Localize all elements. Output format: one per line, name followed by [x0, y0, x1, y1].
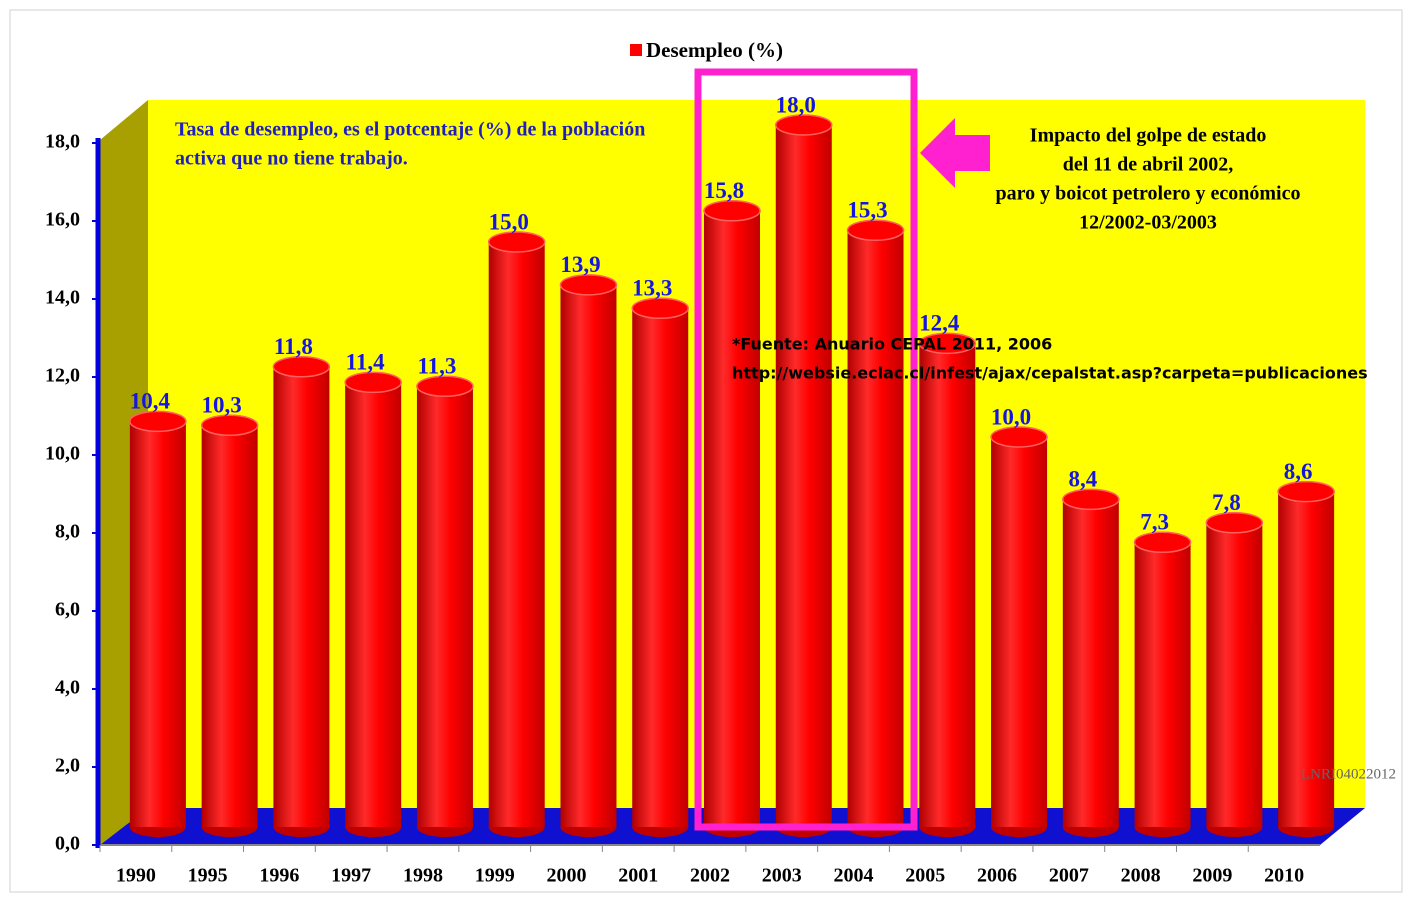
bar-top [703, 200, 761, 222]
impact-note: Impacto del golpe de estado [1030, 125, 1267, 147]
y-tick-label: 4,0 [55, 677, 80, 699]
legend-label: Desempleo (%) [646, 38, 783, 62]
signature: LNRI04022012 [1301, 766, 1396, 782]
x-tick-label: 1996 [259, 865, 299, 887]
value-label: 12,4 [919, 311, 960, 336]
bar-top [416, 375, 474, 398]
x-tick-label: 2009 [1192, 865, 1232, 887]
value-label: 8,4 [1068, 467, 1097, 492]
y-tick-label: 18,0 [45, 131, 80, 153]
impact-note: paro y boicot petrolero y económico [996, 183, 1301, 205]
x-tick-label: 2003 [762, 865, 802, 887]
value-label: 15,8 [704, 178, 744, 203]
bar [775, 125, 832, 827]
value-label: 7,3 [1140, 510, 1169, 535]
bar-top [200, 414, 259, 437]
bar [632, 308, 689, 827]
y-tick-label: 16,0 [45, 209, 80, 231]
x-tick-label: 2010 [1264, 865, 1304, 887]
impact-note: del 11 de abril 2002, [1063, 154, 1234, 176]
source-note: *Fuente: Anuario CEPAL 2011, 2006 [732, 335, 1052, 354]
bar-top [559, 274, 618, 296]
highlight-box [694, 68, 918, 831]
x-tick-label: 1995 [188, 865, 228, 887]
y-tick-label: 8,0 [55, 521, 80, 543]
bar-top [846, 219, 905, 242]
source-note: http://websie.eclac.cl/infest/ajax/cepal… [732, 364, 1368, 383]
x-tick-label: 2000 [546, 865, 586, 887]
bar [129, 421, 186, 827]
bar-top [775, 114, 833, 136]
value-label: 11,3 [417, 354, 456, 379]
value-label: 13,9 [560, 252, 600, 277]
bar-top [1205, 512, 1264, 534]
bar [991, 437, 1048, 827]
bar-top [631, 297, 689, 320]
arrow [920, 118, 990, 188]
value-label: 7,8 [1212, 490, 1241, 515]
value-label: 11,8 [274, 334, 313, 359]
x-tick-label: 2006 [977, 865, 1017, 887]
bar [919, 343, 976, 827]
description: Tasa de desempleo, es el potcentaje (%) … [175, 119, 645, 141]
bar-top [918, 332, 977, 355]
bar [201, 425, 258, 827]
bar [416, 386, 473, 827]
x-tick-label: 2007 [1049, 865, 1089, 887]
y-tick-label: 0,0 [55, 833, 80, 855]
x-tick-label: 1990 [116, 865, 156, 887]
value-label: 18,0 [776, 92, 816, 117]
bar-top [272, 356, 331, 378]
value-label: 11,4 [346, 350, 385, 375]
bar-top [487, 231, 546, 253]
bar [1062, 499, 1119, 827]
x-tick-label: 2005 [905, 865, 945, 887]
x-tick-label: 2008 [1121, 865, 1161, 887]
description: activa que no tiene trabajo. [175, 148, 408, 170]
value-label: 13,3 [632, 276, 672, 301]
bar [560, 284, 617, 827]
impact-note: 12/2002-03/2003 [1079, 212, 1217, 234]
y-tick-label: 10,0 [45, 443, 80, 465]
bar [488, 242, 545, 827]
value-label: 15,3 [847, 198, 887, 223]
bar-top [1277, 480, 1335, 503]
value-label: 10,4 [130, 389, 171, 414]
bar [1134, 542, 1191, 827]
value-label: 10,3 [202, 393, 242, 418]
bars [129, 114, 1335, 837]
bar [847, 230, 904, 828]
bar [704, 210, 760, 828]
bar [273, 366, 330, 827]
value-label: 8,6 [1284, 459, 1313, 484]
y-tick-label: 12,0 [45, 365, 80, 387]
y-tick-label: 6,0 [55, 599, 80, 621]
bar-top [990, 426, 1048, 448]
bar-top [129, 410, 187, 433]
x-tick-label: 2004 [834, 865, 874, 887]
bar-top [344, 371, 402, 394]
bar [1206, 522, 1263, 827]
x-tick-label: 1999 [475, 865, 515, 887]
x-tick-label: 2001 [618, 865, 658, 887]
legend-swatch [630, 44, 642, 56]
y-tick-label: 2,0 [55, 755, 80, 777]
bar [1278, 491, 1335, 827]
value-label: 10,0 [991, 404, 1031, 429]
bar-top [1133, 531, 1192, 554]
bar-top [1062, 488, 1120, 511]
x-tick-label: 2002 [690, 865, 730, 887]
value-label: 15,0 [489, 209, 529, 234]
x-tick-label: 1998 [403, 865, 443, 887]
bar [345, 382, 402, 827]
y-tick-label: 14,0 [45, 287, 80, 309]
x-tick-label: 1997 [331, 865, 371, 887]
